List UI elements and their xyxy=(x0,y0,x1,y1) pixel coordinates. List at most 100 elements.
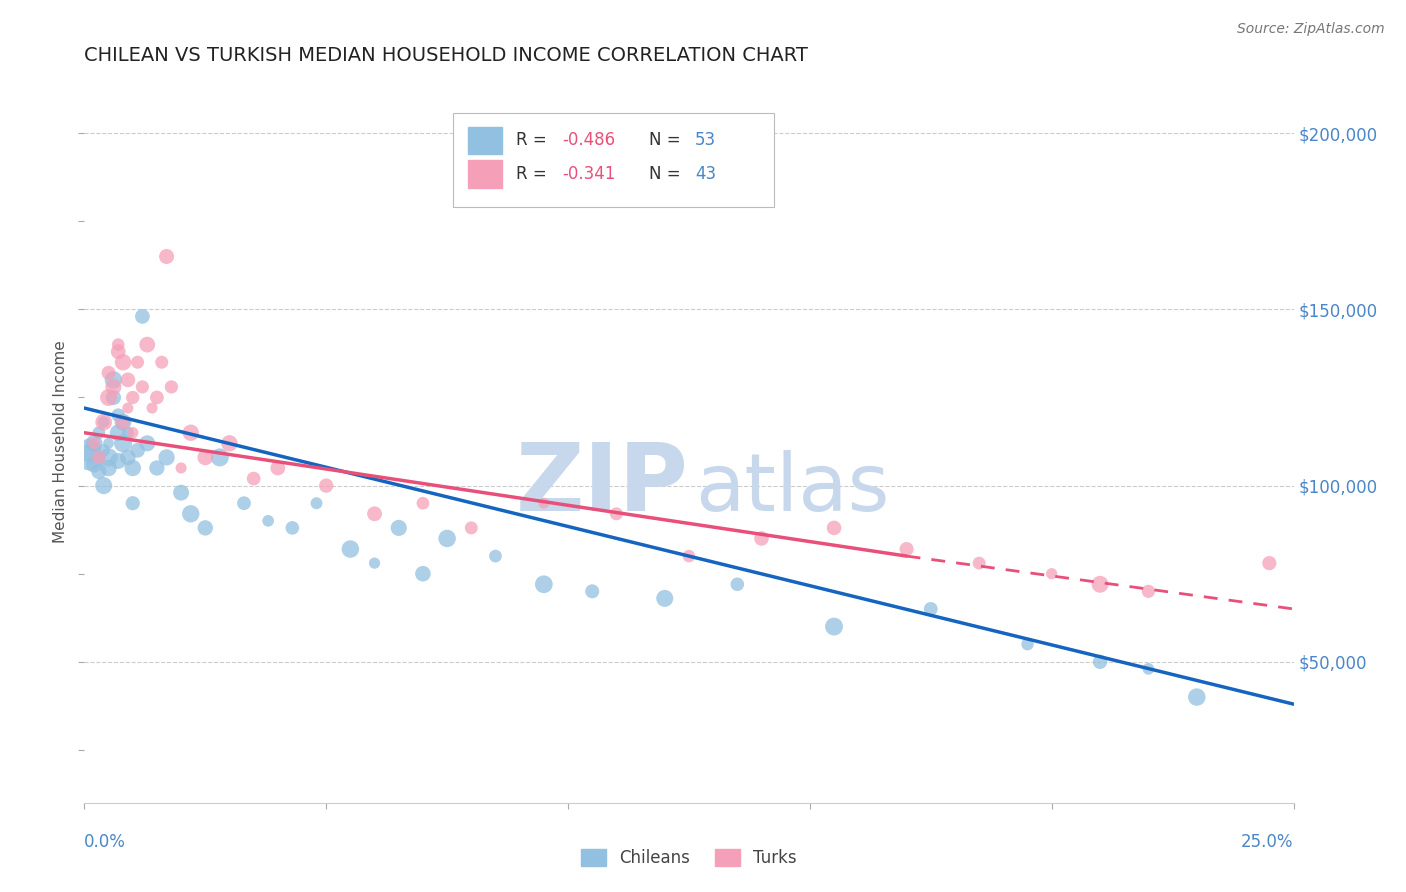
Point xyxy=(581,584,603,599)
Point xyxy=(97,366,120,380)
Point xyxy=(725,577,748,591)
Point xyxy=(146,461,169,475)
Point xyxy=(117,401,139,415)
Point xyxy=(1088,655,1111,669)
Point xyxy=(155,450,177,465)
Point xyxy=(107,454,129,468)
Y-axis label: Median Household Income: Median Household Income xyxy=(52,340,67,543)
Point xyxy=(194,521,217,535)
Point xyxy=(1137,662,1160,676)
Point xyxy=(117,425,139,440)
Point xyxy=(93,415,115,429)
Text: R =: R = xyxy=(516,131,553,149)
Point xyxy=(103,373,125,387)
Point xyxy=(160,380,183,394)
Point xyxy=(896,542,918,557)
Bar xyxy=(468,161,502,188)
Point xyxy=(305,496,328,510)
Point xyxy=(436,532,458,546)
Point xyxy=(823,619,845,633)
Text: 0.0%: 0.0% xyxy=(84,833,127,851)
Point xyxy=(97,436,120,450)
Point xyxy=(131,310,153,324)
Point xyxy=(146,391,169,405)
Point xyxy=(1137,584,1160,599)
Point xyxy=(388,521,411,535)
Point xyxy=(127,355,149,369)
Point xyxy=(87,425,110,440)
Text: 43: 43 xyxy=(695,165,716,183)
Point xyxy=(136,436,159,450)
FancyBboxPatch shape xyxy=(453,112,773,207)
Point xyxy=(87,450,110,465)
Text: R =: R = xyxy=(516,165,553,183)
Point xyxy=(127,443,149,458)
Text: 53: 53 xyxy=(695,131,716,149)
Text: -0.341: -0.341 xyxy=(562,165,616,183)
Point xyxy=(103,391,125,405)
Point xyxy=(112,436,135,450)
Point xyxy=(180,507,202,521)
Text: N =: N = xyxy=(650,165,686,183)
Point xyxy=(136,337,159,351)
Point xyxy=(121,496,143,510)
Point xyxy=(1258,556,1281,570)
Point xyxy=(107,408,129,422)
Legend: Chileans, Turks: Chileans, Turks xyxy=(581,848,797,867)
Point xyxy=(751,532,773,546)
Point xyxy=(170,461,193,475)
Text: ZIP: ZIP xyxy=(516,439,689,531)
Point xyxy=(363,507,385,521)
Point xyxy=(77,450,100,465)
Point xyxy=(112,415,135,429)
Point xyxy=(93,415,115,429)
Point xyxy=(112,355,135,369)
Point xyxy=(1185,690,1208,704)
Text: 25.0%: 25.0% xyxy=(1241,833,1294,851)
Point xyxy=(363,556,385,570)
Point xyxy=(87,465,110,479)
Point xyxy=(170,485,193,500)
Point xyxy=(1017,637,1039,651)
Point xyxy=(678,549,700,563)
Point xyxy=(315,478,337,492)
Point xyxy=(605,507,627,521)
Point xyxy=(97,450,120,465)
Point xyxy=(823,521,845,535)
Point xyxy=(233,496,256,510)
Point xyxy=(1088,577,1111,591)
Point xyxy=(131,380,153,394)
Point xyxy=(257,514,280,528)
Point xyxy=(117,373,139,387)
Text: CHILEAN VS TURKISH MEDIAN HOUSEHOLD INCOME CORRELATION CHART: CHILEAN VS TURKISH MEDIAN HOUSEHOLD INCO… xyxy=(84,45,808,65)
Point xyxy=(107,344,129,359)
Text: Source: ZipAtlas.com: Source: ZipAtlas.com xyxy=(1237,22,1385,37)
Point xyxy=(242,471,264,485)
Point xyxy=(218,436,240,450)
Point xyxy=(87,450,110,465)
Point xyxy=(93,478,115,492)
Point xyxy=(93,443,115,458)
Point xyxy=(920,602,942,616)
Point xyxy=(1040,566,1063,581)
Text: -0.486: -0.486 xyxy=(562,131,614,149)
Bar xyxy=(468,127,502,154)
Point xyxy=(77,443,100,458)
Point xyxy=(208,450,231,465)
Point xyxy=(97,391,120,405)
Point xyxy=(460,521,482,535)
Point xyxy=(83,458,105,472)
Point xyxy=(267,461,290,475)
Point xyxy=(533,577,555,591)
Point xyxy=(107,425,129,440)
Point xyxy=(533,496,555,510)
Point xyxy=(654,591,676,606)
Text: N =: N = xyxy=(650,131,686,149)
Point xyxy=(83,436,105,450)
Point xyxy=(194,450,217,465)
Point xyxy=(103,380,125,394)
Text: atlas: atlas xyxy=(695,450,890,527)
Point xyxy=(412,566,434,581)
Point xyxy=(121,425,143,440)
Point xyxy=(121,391,143,405)
